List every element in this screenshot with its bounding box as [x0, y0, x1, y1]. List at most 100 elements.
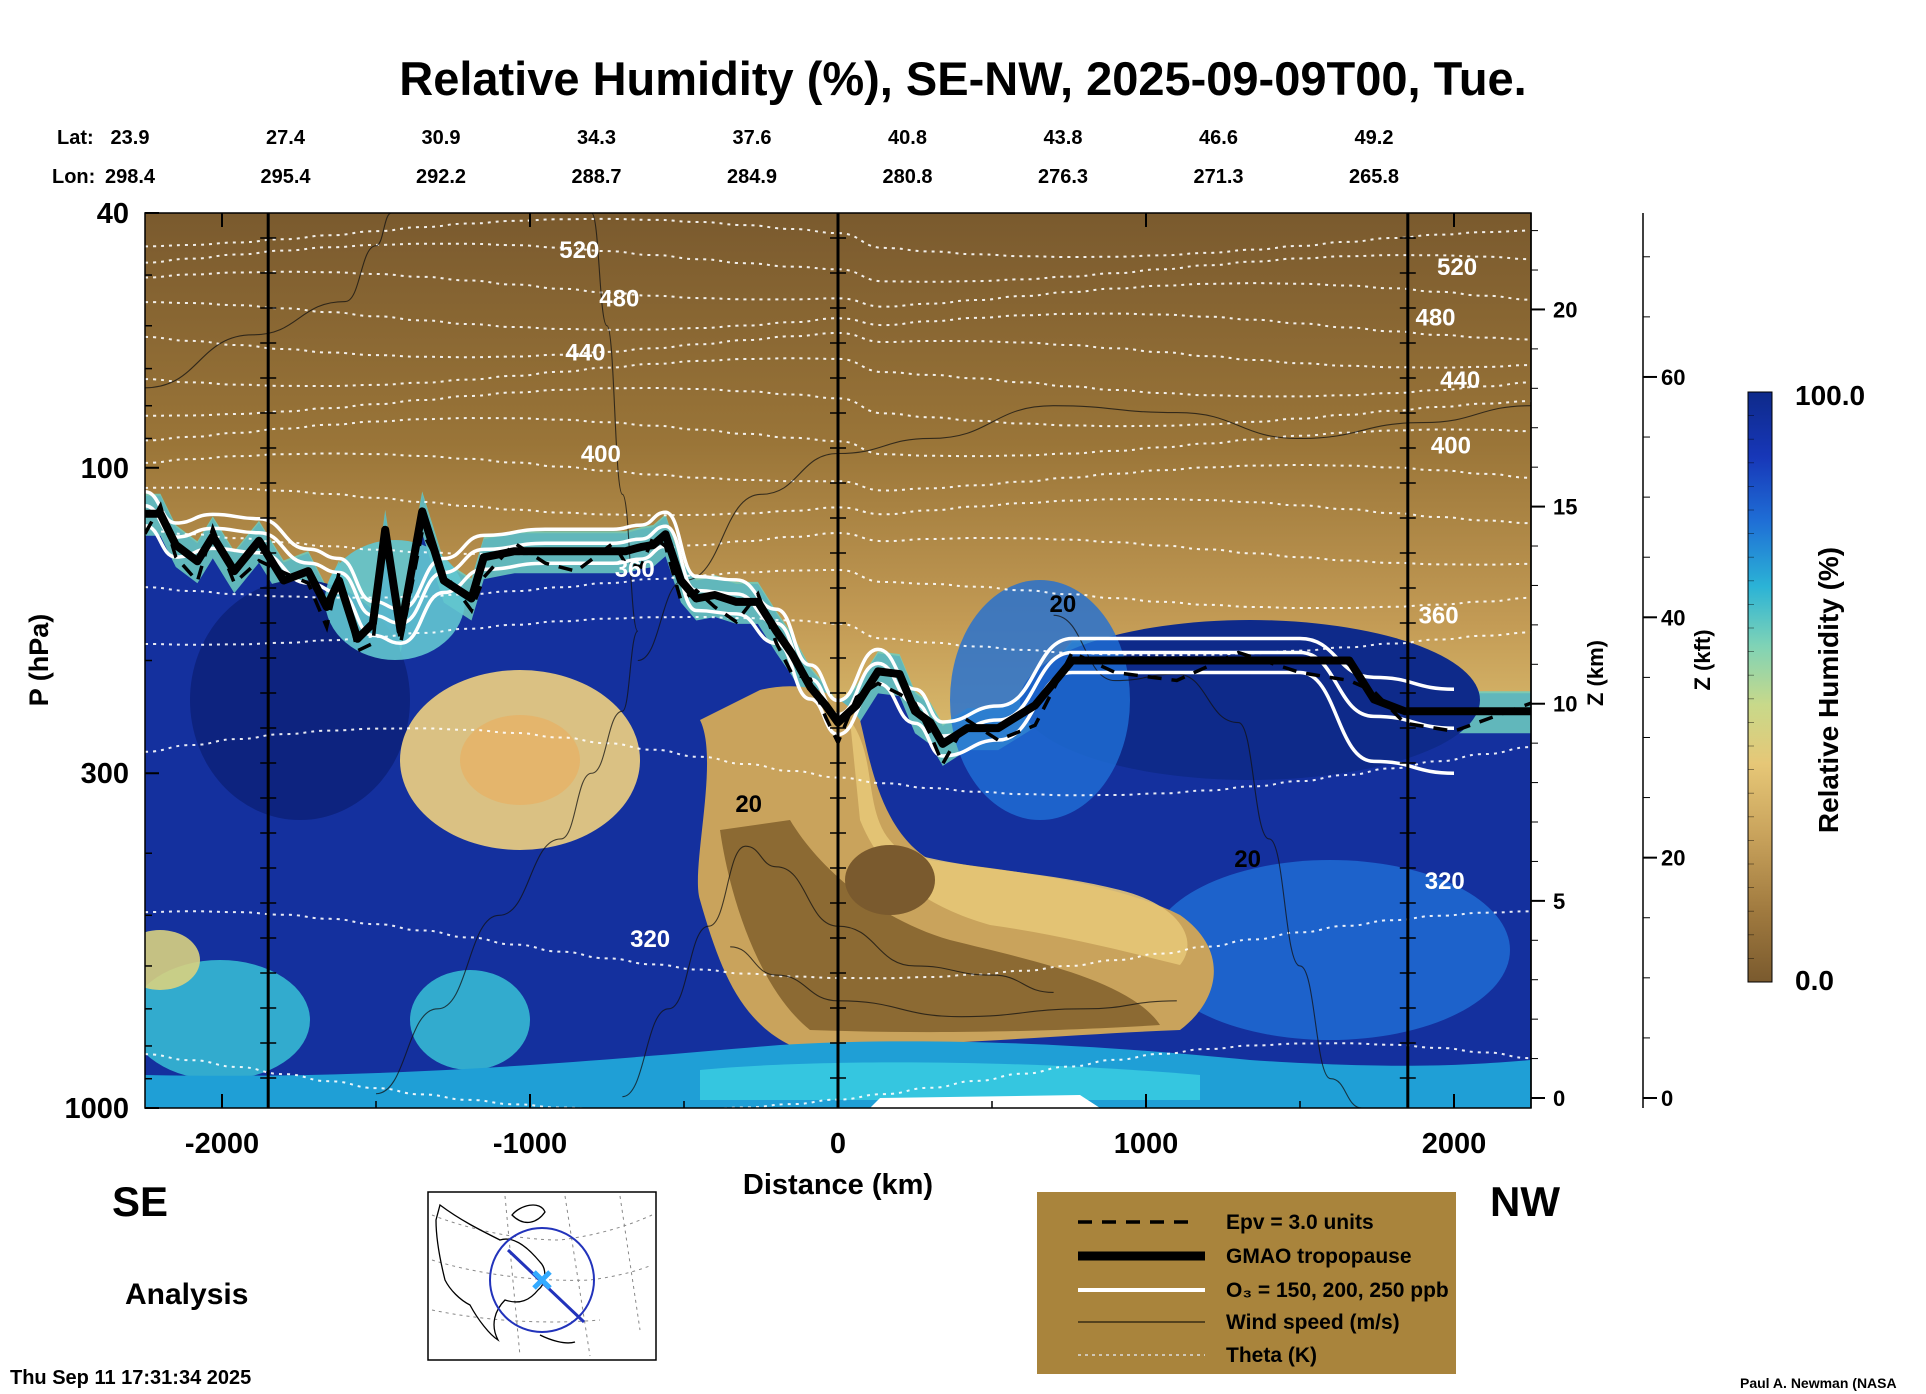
legend: Epv = 3.0 units GMAO tropopause O₃ = 150… [1037, 1192, 1456, 1374]
lat-label: Lat: [57, 127, 94, 149]
theta-label: 360 [1419, 602, 1459, 629]
tropopause-moist-band [145, 491, 1531, 766]
wind-contour-line [1053, 614, 1362, 1108]
lat-value: 43.8 [1044, 127, 1083, 149]
lon-value: 298.4 [105, 166, 156, 188]
colorbar-ticks [1748, 415, 1754, 959]
y-tick-label: 100 [81, 453, 129, 485]
lon-value: 265.8 [1349, 166, 1399, 188]
theta-label: 480 [599, 286, 639, 313]
chart-title: Relative Humidity (%), SE-NW, 2025-09-09… [399, 52, 1526, 105]
colorbar [1747, 391, 1773, 983]
lat-value: 37.6 [733, 127, 772, 149]
x-tick-label: -1000 [493, 1128, 567, 1160]
lat-value: 46.6 [1199, 127, 1238, 149]
z-km-tick-label: 0 [1553, 1086, 1565, 1111]
lon-label: Lon: [52, 166, 95, 188]
z-km-tick-label: 15 [1553, 495, 1577, 520]
z-kft-tick-label: 20 [1661, 846, 1685, 871]
theta-label: 320 [1425, 868, 1465, 895]
lon-value: 284.9 [727, 166, 777, 188]
x-tick-label: 2000 [1422, 1128, 1487, 1160]
z-km-axis-label: Z (km) [1583, 640, 1608, 706]
inset-map [427, 1191, 657, 1361]
theta-contour-line [145, 529, 1531, 566]
wind-contour-line [622, 845, 1054, 1098]
analysis-label: Analysis [125, 1278, 248, 1311]
theta-label: 480 [1415, 305, 1455, 332]
x-tick-label: 0 [830, 1128, 846, 1160]
z-kft-tick-label: 0 [1661, 1086, 1673, 1111]
y-tick-label: 1000 [64, 1093, 129, 1125]
ozone-contour-line [145, 504, 1455, 738]
lat-value: 30.9 [422, 127, 461, 149]
theta-contour-line [145, 616, 1531, 657]
se-label: SE [112, 1178, 168, 1225]
theta-contour-line [145, 727, 1531, 797]
z-km-axis: 0 5 10 15 20 [1530, 213, 1577, 1111]
theta-label: 400 [581, 441, 621, 468]
y-tick-label: 300 [81, 758, 129, 790]
wind-label: 20 [1049, 591, 1076, 618]
z-kft-tick-label: 40 [1661, 605, 1685, 630]
credit: Paul A. Newman (NASA [1740, 1375, 1897, 1391]
lat-value: 40.8 [888, 127, 927, 149]
y-axis: 40 100 300 1000 [64, 198, 159, 1125]
lat-lon-values: 23.9 298.4 27.4 295.4 30.9 292.2 34.3 288.7 37.6… [105, 127, 1399, 188]
lon-value: 292.2 [416, 166, 466, 188]
theta-label: 440 [565, 340, 605, 367]
lon-value: 280.8 [882, 166, 932, 188]
z-kft-tick-label: 60 [1661, 365, 1685, 390]
wind-contour-line [375, 213, 639, 1095]
lon-value: 276.3 [1038, 166, 1088, 188]
z-kft-axis-label: Z (kft) [1690, 629, 1715, 690]
y-axis-label: P (hPa) [24, 614, 54, 707]
legend-item-ozone: O₃ = 150, 200, 250 ppb [1226, 1279, 1449, 1302]
theta-label: 320 [630, 926, 670, 953]
theta-label: 440 [1440, 367, 1480, 394]
theta-contour-line [145, 357, 1531, 398]
theta-label: 400 [1431, 433, 1471, 460]
legend-item-tropopause: GMAO tropopause [1226, 1245, 1412, 1268]
wind-speed-contours [145, 213, 1531, 1108]
z-km-tick-label: 10 [1553, 692, 1577, 717]
plot-area: 5204804404003603205204804404003603202020… [145, 213, 1531, 1108]
z-km-tick-label: 20 [1553, 297, 1577, 322]
wind-label: 20 [1234, 846, 1261, 873]
contour-labels: 5204804404003603205204804404003603202020… [559, 237, 1480, 953]
theta-contour-line [145, 331, 1531, 369]
legend-item-theta: Theta (K) [1226, 1344, 1317, 1367]
lat-value: 34.3 [577, 127, 616, 149]
theta-contour-line [145, 242, 1531, 283]
theta-label: 520 [1437, 254, 1477, 281]
wind-contour-line [730, 946, 1177, 1018]
theta-contour-line [145, 217, 1531, 259]
lon-value: 288.7 [571, 166, 621, 188]
gmao-tropopause-line [145, 507, 1531, 748]
legend-item-wind: Wind speed (m/s) [1226, 1311, 1400, 1334]
theta-contour-line [145, 568, 1531, 610]
x-tick-label: -2000 [185, 1128, 259, 1160]
ozone-contour-line [145, 490, 1455, 724]
nw-label: NW [1490, 1178, 1560, 1225]
colorbar-label: Relative Humidity (%) [1813, 547, 1844, 833]
wind-label: 20 [735, 791, 762, 818]
x-tick-label: 1000 [1114, 1128, 1179, 1160]
legend-item-epv: Epv = 3.0 units [1226, 1211, 1374, 1234]
y-tick-label: 40 [97, 198, 129, 230]
z-km-tick-label: 5 [1553, 889, 1565, 914]
theta-label: 520 [559, 237, 599, 264]
lat-value: 49.2 [1355, 127, 1394, 149]
x-axis: -2000 -1000 0 1000 2000 [185, 213, 1486, 1160]
x-axis-label: Distance (km) [743, 1169, 933, 1201]
z-kft-axis: 0 20 40 60 [1642, 213, 1685, 1111]
lat-value: 27.4 [266, 127, 306, 149]
theta-contour-line [145, 417, 1531, 458]
wind-contour-line [145, 213, 392, 389]
theta-label: 360 [615, 556, 655, 583]
theta-contour-line [145, 387, 1531, 428]
lon-value: 271.3 [1193, 166, 1243, 188]
timestamp: Thu Sep 11 17:31:34 2025 [10, 1367, 251, 1389]
colorbar-min-label: 0.0 [1795, 965, 1834, 996]
